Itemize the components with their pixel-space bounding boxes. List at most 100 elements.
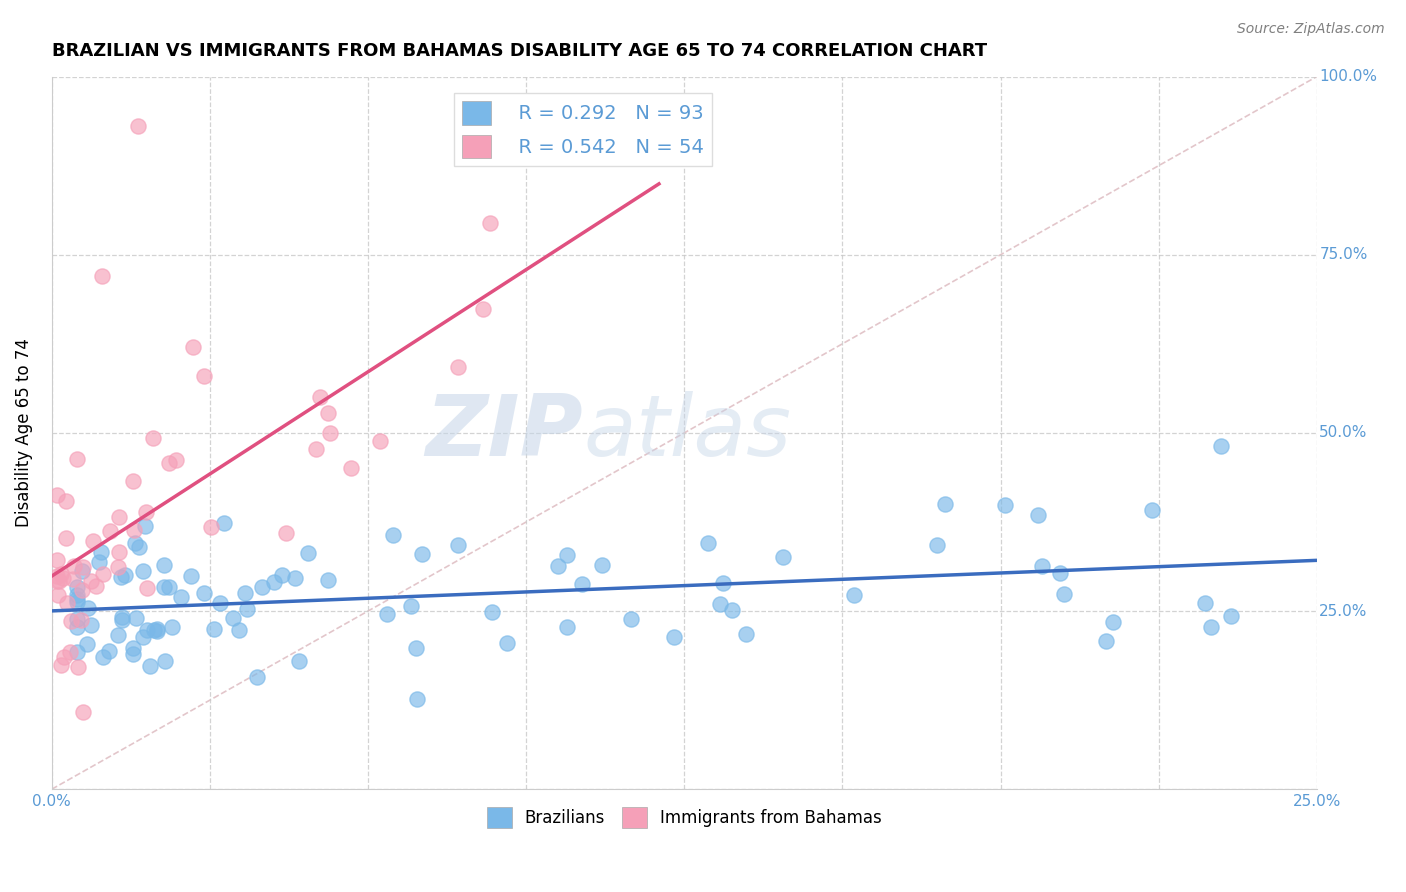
Point <box>127 120 149 134</box>
Point <box>70 564 93 578</box>
Point <box>66 451 89 466</box>
Point <box>316 573 339 587</box>
Point <box>263 574 285 589</box>
Point <box>696 536 718 550</box>
Point <box>122 524 145 538</box>
Point <box>72 705 94 719</box>
Point <box>709 598 731 612</box>
Point <box>1219 608 1241 623</box>
Point <box>591 558 613 572</box>
Point <box>108 510 131 524</box>
Point <box>90 545 112 559</box>
Point <box>1094 633 1116 648</box>
Point <box>134 519 156 533</box>
Point <box>146 624 169 638</box>
Point <box>375 607 398 621</box>
Point <box>1101 615 1123 629</box>
Point <box>107 628 129 642</box>
Point <box>122 474 145 488</box>
Point <box>842 588 865 602</box>
Point <box>153 558 176 572</box>
Point <box>76 637 98 651</box>
Point <box>69 613 91 627</box>
Text: 50.0%: 50.0% <box>1319 425 1368 441</box>
Legend: Brazilians, Immigrants from Bahamas: Brazilians, Immigrants from Bahamas <box>479 801 889 834</box>
Point <box>66 580 89 594</box>
Point <box>496 636 519 650</box>
Point <box>139 659 162 673</box>
Point <box>136 623 159 637</box>
Point <box>472 302 495 317</box>
Point <box>62 558 84 573</box>
Point <box>55 531 77 545</box>
Point <box>52 572 75 586</box>
Point <box>66 612 89 626</box>
Point <box>447 538 470 552</box>
Point <box>55 494 77 508</box>
Text: atlas: atlas <box>583 392 792 475</box>
Point <box>157 456 180 470</box>
Point <box>84 579 107 593</box>
Point <box>132 630 155 644</box>
Point <box>1053 587 1076 601</box>
Point <box>143 624 166 638</box>
Point <box>66 660 89 674</box>
Point <box>555 620 578 634</box>
Point <box>305 442 328 456</box>
Point <box>1199 620 1222 634</box>
Point <box>45 488 67 502</box>
Point <box>214 516 236 530</box>
Point <box>122 641 145 656</box>
Point <box>734 627 756 641</box>
Point <box>662 630 685 644</box>
Point <box>711 576 734 591</box>
Point <box>411 547 433 561</box>
Point <box>1028 508 1050 522</box>
Point <box>162 619 184 633</box>
Text: 75.0%: 75.0% <box>1319 247 1368 262</box>
Text: ZIP: ZIP <box>426 392 583 475</box>
Point <box>107 560 129 574</box>
Point <box>114 567 136 582</box>
Point <box>478 216 501 230</box>
Point <box>620 612 643 626</box>
Point <box>1049 566 1071 580</box>
Point <box>571 576 593 591</box>
Point <box>91 566 114 581</box>
Point <box>228 623 250 637</box>
Point <box>121 647 143 661</box>
Point <box>319 425 342 440</box>
Point <box>339 461 361 475</box>
Point <box>236 601 259 615</box>
Point <box>927 538 949 552</box>
Point <box>233 586 256 600</box>
Point <box>200 520 222 534</box>
Text: 100.0%: 100.0% <box>1319 69 1378 84</box>
Point <box>246 670 269 684</box>
Y-axis label: Disability Age 65 to 74: Disability Age 65 to 74 <box>15 338 32 527</box>
Point <box>1031 558 1053 573</box>
Point <box>555 548 578 562</box>
Point <box>1140 503 1163 517</box>
Point <box>370 434 392 448</box>
Point <box>110 569 132 583</box>
Point <box>405 691 427 706</box>
Point <box>66 645 89 659</box>
Point <box>66 620 89 634</box>
Point <box>45 569 67 583</box>
Point <box>447 360 470 375</box>
Point <box>202 622 225 636</box>
Point <box>128 540 150 554</box>
Point <box>401 599 423 613</box>
Point <box>180 569 202 583</box>
Point <box>93 650 115 665</box>
Point <box>49 658 72 673</box>
Point <box>142 431 165 445</box>
Point <box>1194 596 1216 610</box>
Text: BRAZILIAN VS IMMIGRANTS FROM BAHAMAS DISABILITY AGE 65 TO 74 CORRELATION CHART: BRAZILIAN VS IMMIGRANTS FROM BAHAMAS DIS… <box>52 42 987 60</box>
Point <box>547 558 569 573</box>
Point <box>157 581 180 595</box>
Point <box>284 571 307 585</box>
Point <box>124 536 146 550</box>
Point <box>481 605 503 619</box>
